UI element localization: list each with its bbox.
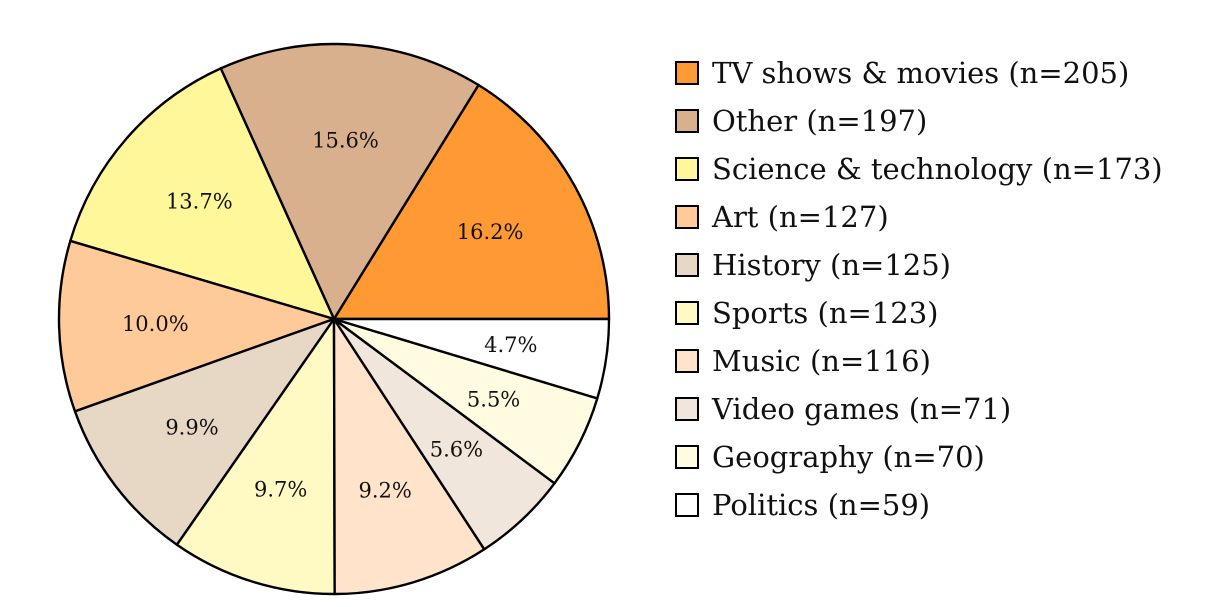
pie-slice-science-and-technology — [69, 67, 336, 321]
pie — [57, 42, 611, 596]
legend-swatch-other — [675, 109, 699, 133]
legend-swatch-politics — [675, 493, 699, 517]
slice-label-tv-shows-and-movies: 16.2% — [457, 220, 524, 244]
legend-label-tv-shows-and-movies: TV shows & movies (n=205) — [712, 56, 1129, 90]
legend-label-video-games: Video games (n=71) — [711, 392, 1011, 426]
legend-item-science-and-technology: Science & technology (n=173) — [675, 152, 1163, 186]
pie-slice-history — [73, 317, 336, 546]
slice-label-science-and-technology: 13.7% — [166, 190, 233, 214]
pie-slice-other — [219, 42, 480, 321]
legend-swatch-video-games — [675, 397, 699, 421]
pie-slice-tv-shows-and-movies — [332, 83, 611, 321]
legend-swatch-science-and-technology — [675, 157, 699, 181]
legend-item-art: Art (n=127) — [675, 200, 889, 234]
legend-swatch-music — [675, 349, 699, 373]
slice-label-art: 10.0% — [122, 312, 189, 336]
legend-swatch-art — [675, 205, 699, 229]
slice-label-history: 9.9% — [165, 416, 218, 440]
legend-label-art: Art (n=127) — [711, 200, 889, 234]
legend-item-sports: Sports (n=123) — [675, 296, 938, 330]
legend-item-history: History (n=125) — [675, 248, 951, 282]
pie-slice-sports — [175, 317, 336, 596]
legend-swatch-tv-shows-and-movies — [675, 61, 699, 85]
slice-label-sports: 9.7% — [254, 478, 307, 502]
slice-label-politics: 4.7% — [484, 333, 537, 357]
legend-item-tv-shows-and-movies: TV shows & movies (n=205) — [675, 56, 1129, 90]
slice-label-other: 15.6% — [312, 129, 379, 153]
slice-label-music: 9.2% — [359, 478, 412, 502]
legend-item-video-games: Video games (n=71) — [675, 392, 1011, 426]
legend-swatch-sports — [675, 301, 699, 325]
legend-label-politics: Politics (n=59) — [712, 488, 930, 522]
legend: TV shows & movies (n=205) Other (n=197) Sc… — [675, 56, 1163, 522]
legend-item-music: Music (n=116) — [675, 344, 931, 378]
legend-item-politics: Politics (n=59) — [675, 488, 930, 522]
legend-label-sports: Sports (n=123) — [712, 296, 938, 330]
legend-swatch-geography — [675, 445, 699, 469]
legend-label-science-and-technology: Science & technology (n=173) — [712, 152, 1163, 186]
legend-swatch-history — [675, 253, 699, 277]
legend-item-other: Other (n=197) — [675, 104, 927, 138]
legend-label-music: Music (n=116) — [712, 344, 931, 378]
slice-label-video-games: 5.6% — [430, 437, 483, 461]
legend-label-geography: Geography (n=70) — [712, 440, 985, 474]
pie-slice-art — [57, 239, 336, 413]
pie-slice-politics — [332, 317, 611, 400]
legend-item-geography: Geography (n=70) — [675, 440, 985, 474]
legend-label-other: Other (n=197) — [712, 104, 927, 138]
pie-slice-music — [332, 317, 486, 596]
slice-label-geography: 5.5% — [467, 387, 520, 411]
slice-labels: 16.2% 15.6% 13.7% 10.0% 9.9% 9.7% 9.2% 5.6% 5.5%… — [122, 129, 538, 503]
legend-label-history: History (n=125) — [712, 248, 951, 282]
